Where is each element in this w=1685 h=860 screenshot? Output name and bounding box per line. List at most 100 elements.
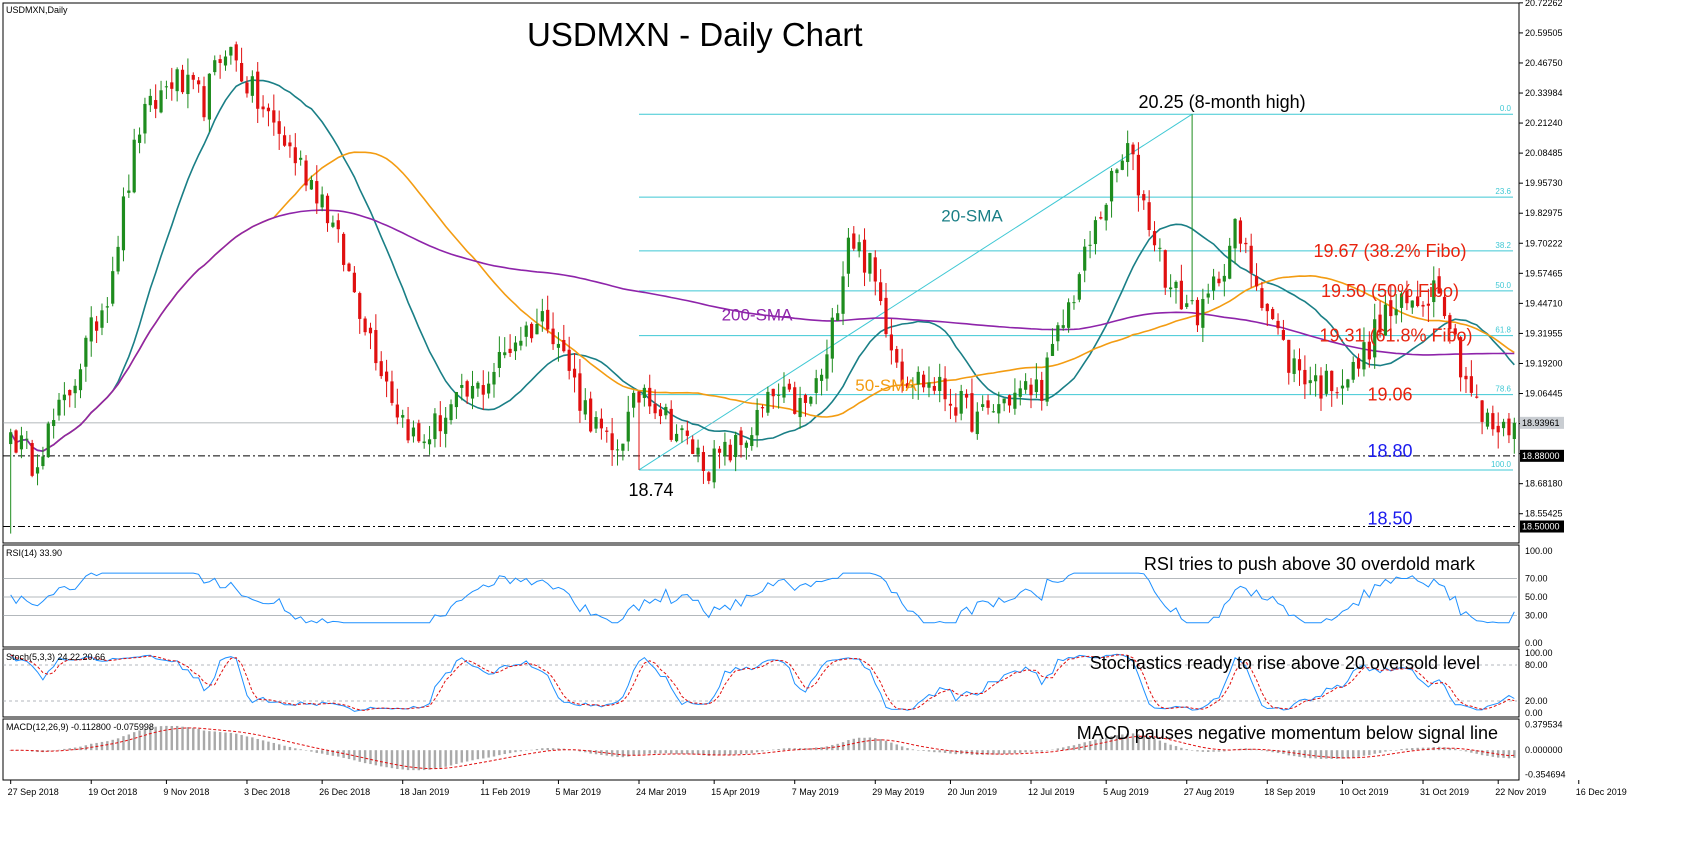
candle-body [610,433,614,451]
candle [862,228,867,287]
candle [717,446,722,469]
candle-body [1308,380,1312,384]
candle [1126,130,1130,177]
candle-body [197,80,201,85]
candle-body [809,396,813,404]
macd-bar [417,750,421,771]
candle [583,388,587,420]
candle-body [492,371,496,385]
candle [1303,355,1307,399]
candle [1120,154,1124,171]
candle [1367,331,1371,368]
macd-bar [712,750,716,756]
candle [89,306,93,357]
macd-bar [380,750,383,767]
macd-bar [696,750,700,755]
candle [1271,306,1275,321]
candle [438,401,442,447]
candle [1131,142,1135,171]
candle-body [981,404,985,407]
macd-bar [245,736,249,751]
candle [127,174,131,198]
macd-bar [981,750,984,755]
macd-bar [1008,750,1011,754]
candle [1475,384,1479,399]
candle-body [427,439,432,445]
candle-body [1013,392,1017,409]
macd-bar [686,750,689,755]
macd-bar [1475,750,1478,754]
macd-bar [1400,749,1403,751]
macd-bar [917,750,920,751]
macd-bar [1464,750,1468,752]
macd-bar [1405,748,1409,751]
macd-bar [208,731,211,751]
macd-bar [1378,750,1382,753]
candle-body [1378,314,1382,333]
candle-body [873,257,877,282]
candle-body [1072,302,1076,304]
candle-body [938,376,942,391]
candle [750,427,754,451]
candle-body [589,398,593,432]
candle-body [315,181,319,204]
candle [1501,418,1506,437]
panel-frames [2,2,1520,781]
candle [1442,289,1447,319]
candle [701,445,706,484]
candle-body [524,325,528,337]
macd-bar [1443,747,1446,751]
macd-bar [729,750,732,755]
macd-bar [605,750,608,756]
macd-bar [734,750,737,755]
candle [1373,303,1377,369]
candle-body [89,317,93,342]
macd-bar [127,734,131,751]
candle [519,326,523,351]
candle [288,134,292,158]
candle-body [728,444,732,461]
macd-bar [347,750,351,760]
macd-bar [390,750,394,769]
candle [1437,268,1441,294]
candle-body [674,433,679,442]
macd-bar [1147,737,1151,751]
macd-bar [1158,740,1162,751]
candle [546,295,550,334]
macd-bar [256,738,259,751]
candle [605,426,609,443]
macd-bar [186,727,190,751]
macd-bar [664,750,668,754]
candle-body [1496,425,1500,433]
time-tick-label: 12 Jul 2019 [1028,787,1075,797]
macd-bar [1266,750,1269,752]
macd-bar [1126,733,1129,751]
macd-bar [551,748,555,751]
candle-body [1201,298,1205,328]
macd-bar [1035,750,1038,752]
candle-body [556,343,561,348]
candle [1174,280,1178,304]
candle [1217,271,1221,287]
macd-bar [1325,750,1328,759]
candle-body [787,383,791,390]
time-tick-label: 20 Jun 2019 [947,787,997,797]
macd-bar [643,750,646,755]
candle [1018,380,1022,406]
candle [1512,417,1516,454]
macd-bar [1368,750,1371,756]
candle-body [605,430,609,432]
chart-title: USDMXN - Daily Chart [527,16,863,53]
macd-bar [825,746,829,751]
price-tick-label: 18.55425 [1525,509,1563,519]
macd-bar [465,750,469,762]
annotation-label: 19.31 (61.8% Fibo) [1319,326,1472,346]
candle-body [540,311,544,322]
candle [105,297,109,323]
candle [1040,371,1044,411]
macd-title: MACD(12,26,9) -0.112800 -0.075998 [6,722,154,732]
candle [610,417,614,466]
macd-bar [852,738,855,751]
macd-bar [922,750,925,751]
candle-body [497,351,501,368]
